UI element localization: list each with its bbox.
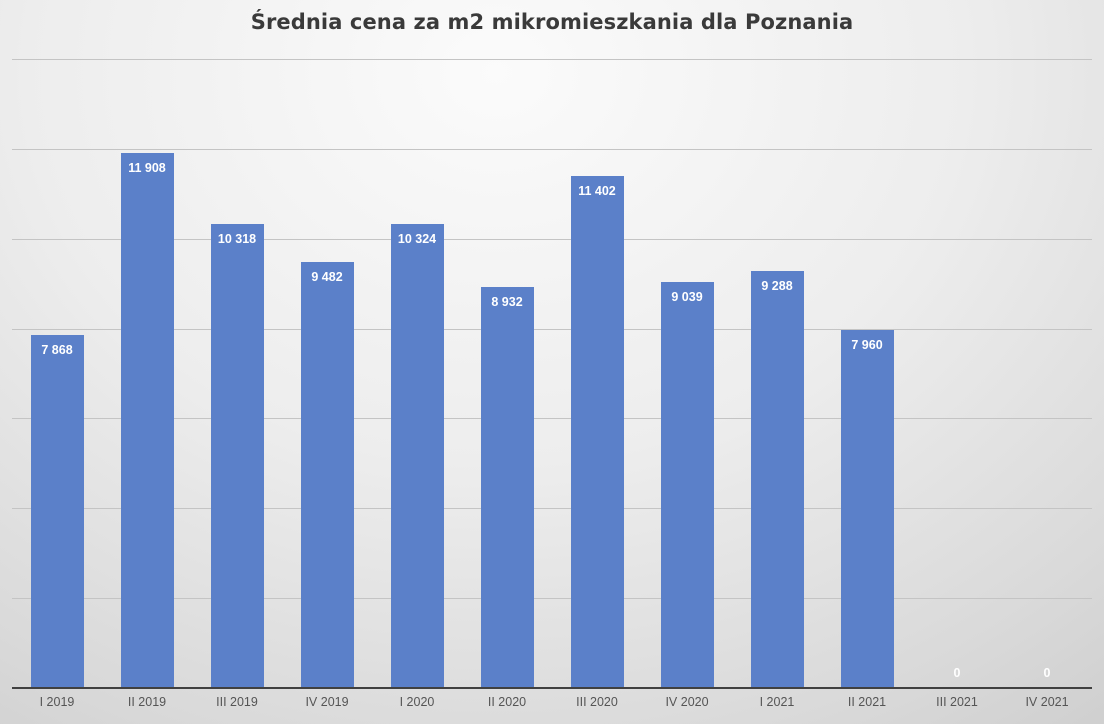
bar[interactable] xyxy=(750,270,804,688)
data-label: 9 288 xyxy=(761,278,793,293)
x-axis-label: II 2021 xyxy=(847,695,887,709)
bar[interactable] xyxy=(30,334,84,688)
data-label: 10 318 xyxy=(217,232,257,247)
x-axis-label: II 2020 xyxy=(487,695,527,709)
data-label: 10 324 xyxy=(397,232,437,247)
data-label: 9 482 xyxy=(311,269,343,284)
plot-area: 7 868 I 2019 11 908 II 2019 10 318 III 2019 9 … xyxy=(12,59,1092,709)
gridline xyxy=(12,59,1092,60)
bar[interactable] xyxy=(300,261,354,688)
chart-title: Średnia cena za m2 mikromieszkania dla P… xyxy=(250,10,854,34)
x-axis-label: III 2019 xyxy=(216,695,258,709)
data-label: 11 908 xyxy=(128,160,166,175)
gridline xyxy=(12,148,1092,150)
x-axis-label: III 2021 xyxy=(936,695,978,709)
data-label: 8 932 xyxy=(491,294,523,309)
bar[interactable] xyxy=(120,152,174,688)
x-axis-line xyxy=(12,687,1092,689)
data-label: 9 039 xyxy=(671,289,703,304)
x-axis-label: I 2020 xyxy=(399,695,435,709)
gridline xyxy=(12,328,1092,330)
x-axis-label: IV 2021 xyxy=(1025,695,1069,709)
data-label: 7 960 xyxy=(851,338,883,353)
bar[interactable] xyxy=(660,281,714,688)
x-axis-label: III 2020 xyxy=(576,695,618,709)
bar[interactable] xyxy=(570,175,624,688)
data-label: 7 868 xyxy=(41,342,73,357)
data-label: 0 xyxy=(953,666,961,680)
gridline xyxy=(12,418,1092,420)
x-axis-label: I 2021 xyxy=(759,695,795,709)
x-axis-label: I 2019 xyxy=(39,695,75,709)
bar[interactable] xyxy=(840,330,894,688)
x-axis-label: IV 2020 xyxy=(665,695,709,709)
bar[interactable] xyxy=(480,286,534,688)
gridline xyxy=(12,508,1092,510)
gridline xyxy=(12,598,1092,600)
x-axis-label: II 2019 xyxy=(127,695,167,709)
data-label: 0 xyxy=(1043,666,1051,680)
gridline xyxy=(12,238,1092,240)
bar[interactable] xyxy=(210,224,264,688)
x-axis-label: IV 2019 xyxy=(305,695,349,709)
data-label: 11 402 xyxy=(578,183,616,198)
bar[interactable] xyxy=(390,224,444,688)
